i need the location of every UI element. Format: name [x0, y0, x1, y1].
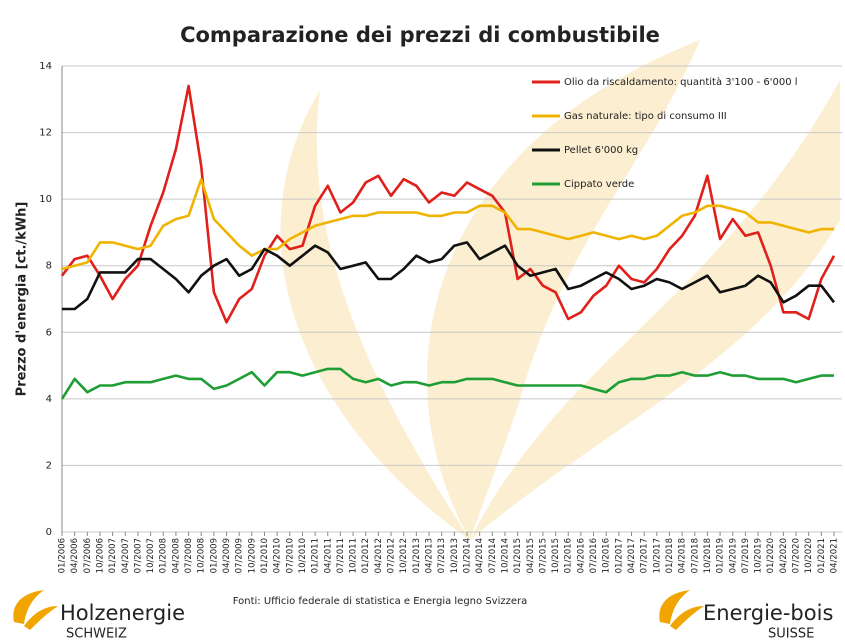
y-tick-label: 8: [46, 261, 52, 272]
y-tick-label: 12: [39, 128, 52, 139]
x-tick-label: 10/2010: [298, 538, 308, 573]
x-tick-label: 10/2012: [399, 538, 409, 573]
x-tick-label: 01/2013: [412, 538, 422, 573]
y-tick-label: 10: [39, 194, 52, 205]
x-tick-label: 01/2019: [716, 538, 726, 573]
x-tick-label: 10/2007: [146, 538, 156, 573]
x-tick-label: 10/2009: [247, 538, 257, 573]
x-tick-label: 01/2018: [665, 538, 675, 573]
logo-left: Holzenergie SCHWEIZ: [13, 590, 185, 642]
x-tick-label: 10/2020: [804, 538, 814, 573]
x-tick-label: 01/2020: [766, 538, 776, 573]
x-tick-label: 01/2007: [108, 538, 118, 573]
x-tick-label: 10/2011: [349, 538, 359, 573]
legend-label: Pellet 6'000 kg: [564, 145, 638, 156]
x-tick-label: 01/2006: [58, 538, 68, 573]
x-tick-label: 04/2016: [576, 538, 586, 573]
chart: Comparazione dei prezzi di combustibile …: [0, 0, 845, 642]
x-tick-label: 07/2012: [387, 538, 397, 573]
logo-text: Holzenergie: [60, 601, 185, 625]
x-tick-label: 07/2006: [83, 538, 93, 573]
x-tick-label: 04/2014: [475, 538, 485, 573]
x-tick-label: 04/2012: [374, 538, 384, 573]
x-tick-label: 07/2011: [336, 538, 346, 573]
x-tick-label: 10/2006: [95, 538, 105, 573]
y-tick-label: 14: [39, 61, 52, 72]
source-note: Fonti: Ufficio federale di statistica e …: [233, 596, 528, 607]
y-tick-label: 2: [46, 460, 52, 471]
x-tick-label: 10/2015: [551, 538, 561, 573]
x-tick-label: 04/2009: [222, 538, 232, 573]
x-tick-label: 07/2020: [792, 538, 802, 573]
x-tick-label: 04/2013: [425, 538, 435, 573]
legend-label: Cippato verde: [564, 179, 634, 190]
x-tick-label: 01/2012: [361, 538, 371, 573]
x-tick-label: 04/2018: [678, 538, 688, 573]
x-tick-label: 01/2010: [260, 538, 270, 573]
x-tick-label: 01/2021: [817, 538, 827, 573]
x-tick-label: 01/2008: [159, 538, 169, 573]
x-tick-label: 10/2014: [500, 538, 510, 573]
logo-text: Energie-bois: [703, 601, 833, 625]
logo-subtext: SUISSE: [768, 627, 814, 642]
x-tick-label: 04/2011: [323, 538, 333, 573]
x-tick-label: 07/2019: [741, 538, 751, 573]
x-tick-label: 07/2009: [235, 538, 245, 573]
x-tick-label: 07/2018: [690, 538, 700, 573]
x-tick-label: 07/2016: [589, 538, 599, 573]
x-tick-label: 01/2016: [564, 538, 574, 573]
x-tick-label: 04/2006: [70, 538, 80, 573]
y-tick-label: 0: [46, 527, 52, 538]
x-tick-label: 10/2016: [602, 538, 612, 573]
x-tick-label: 07/2017: [640, 538, 650, 573]
x-tick-label: 01/2009: [209, 538, 219, 573]
x-tick-label: 04/2017: [627, 538, 637, 573]
x-tick-label: 10/2019: [754, 538, 764, 573]
y-axis-label: Prezzo d'energia [ct./kWh]: [15, 202, 30, 397]
y-tick-label: 6: [46, 327, 52, 338]
x-tick-label: 01/2011: [311, 538, 321, 573]
y-tick-label: 4: [46, 394, 52, 405]
x-tick-label: 04/2010: [273, 538, 283, 573]
x-tick-label: 01/2014: [462, 538, 472, 573]
x-tick-label: 04/2007: [121, 538, 131, 573]
x-tick-label: 10/2013: [450, 538, 460, 573]
x-tick-label: 07/2015: [538, 538, 548, 573]
x-tick-label: 07/2007: [133, 538, 143, 573]
x-tick-label: 01/2017: [614, 538, 624, 573]
chart-title: Comparazione dei prezzi di combustibile: [180, 23, 660, 47]
x-tick-label: 07/2013: [437, 538, 447, 573]
x-tick-label: 10/2017: [652, 538, 662, 573]
logo-subtext: SCHWEIZ: [66, 627, 127, 642]
x-tick-label: 07/2008: [184, 538, 194, 573]
x-tick-label: 04/2021: [830, 538, 840, 573]
x-tick-label: 04/2008: [171, 538, 181, 573]
x-tick-label: 10/2008: [197, 538, 207, 573]
x-tick-label: 10/2018: [703, 538, 713, 573]
x-tick-label: 04/2020: [779, 538, 789, 573]
legend-label: Olio da riscaldamento: quantità 3'100 - …: [564, 76, 798, 88]
x-tick-label: 04/2015: [526, 538, 536, 573]
logo-right: Energie-bois SUISSE: [659, 590, 833, 642]
x-tick-label: 04/2019: [728, 538, 738, 573]
legend-label: Gas naturale: tipo di consumo III: [564, 111, 727, 122]
x-tick-label: 07/2010: [285, 538, 295, 573]
x-tick-label: 01/2015: [513, 538, 523, 573]
x-tick-label: 07/2014: [488, 538, 498, 573]
